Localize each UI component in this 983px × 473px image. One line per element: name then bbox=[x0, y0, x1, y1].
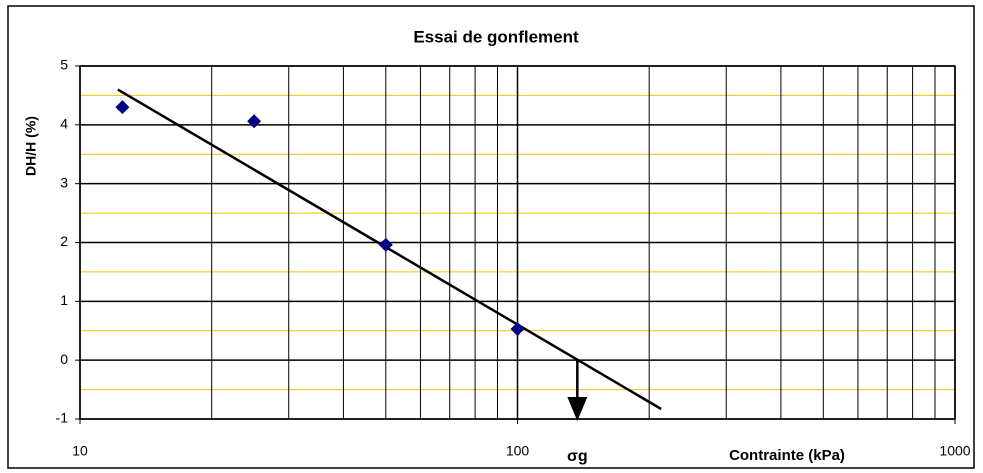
data-point bbox=[115, 100, 130, 115]
trendline bbox=[117, 88, 662, 411]
x-tick-label: 10 bbox=[72, 443, 88, 459]
data-point bbox=[378, 237, 393, 252]
x-axis-label: Contrainte (kPa) bbox=[729, 447, 845, 464]
y-tick-label: 2 bbox=[60, 233, 68, 249]
y-tick-label: 3 bbox=[60, 174, 68, 190]
data-point bbox=[247, 114, 262, 129]
chart-border bbox=[7, 5, 975, 469]
annotation-label: σg bbox=[567, 448, 588, 465]
plot-area bbox=[79, 65, 956, 420]
x-tick-label: 100 bbox=[506, 443, 530, 459]
y-tick-label: 0 bbox=[60, 351, 68, 367]
annotation-arrow-head bbox=[567, 397, 588, 421]
y-tick-label: 5 bbox=[60, 57, 68, 73]
x-tick-label: 1000 bbox=[939, 443, 970, 459]
y-axis-label: DH/H (%) bbox=[23, 116, 39, 176]
data-point bbox=[510, 321, 525, 336]
y-tick-label: -1 bbox=[56, 410, 69, 426]
y-tick-label: 1 bbox=[60, 292, 68, 308]
chart-title: Essai de gonflement bbox=[413, 27, 579, 46]
y-tick-label: 4 bbox=[60, 116, 68, 132]
